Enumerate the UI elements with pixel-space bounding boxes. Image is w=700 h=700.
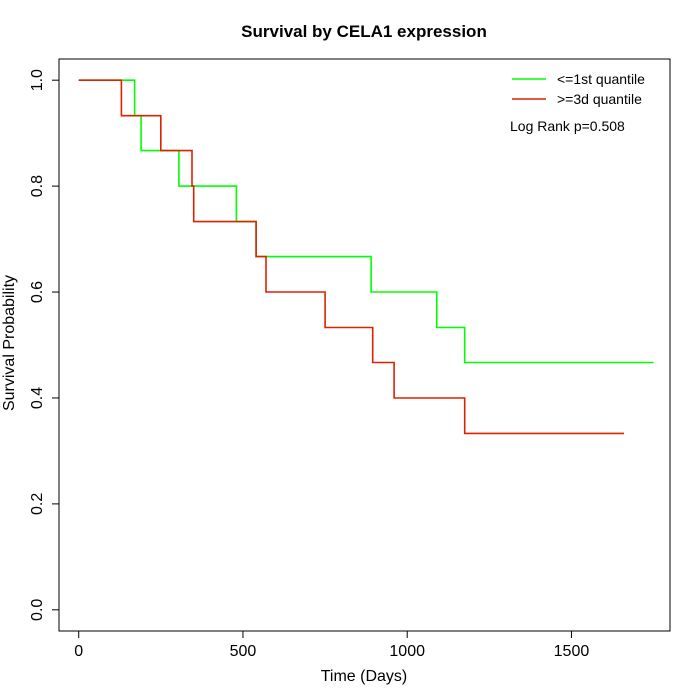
log-rank-annotation: Log Rank p=0.508	[510, 118, 625, 134]
y-tick-label: 0.4	[29, 387, 46, 409]
legend: <=1st quantile >=3d quantile	[512, 71, 645, 107]
x-tick-label: 1500	[554, 643, 590, 660]
legend-label-2: >=3d quantile	[557, 91, 642, 107]
x-axis-label: Time (Days)	[321, 668, 408, 685]
legend-label-1: <=1st quantile	[557, 71, 645, 87]
series-layer	[78, 79, 654, 435]
y-tick-label: 0.2	[29, 493, 46, 515]
y-axis-label: Survival Probability	[1, 275, 18, 411]
x-tick-label: 0	[74, 643, 83, 660]
x-tick-label: 500	[230, 643, 257, 660]
series-line-2	[78, 79, 624, 435]
y-tick-label: 1.0	[29, 69, 46, 91]
chart-title: Survival by CELA1 expression	[241, 22, 487, 41]
y-tick-label: 0.0	[29, 599, 46, 621]
x-axis: 0 500 1000 1500	[74, 630, 590, 660]
x-tick-label: 1000	[389, 643, 425, 660]
y-tick-label: 0.6	[29, 281, 46, 303]
y-axis: 0.0 0.2 0.4 0.6 0.8 1.0	[29, 69, 60, 621]
y-tick-label: 0.8	[29, 175, 46, 197]
